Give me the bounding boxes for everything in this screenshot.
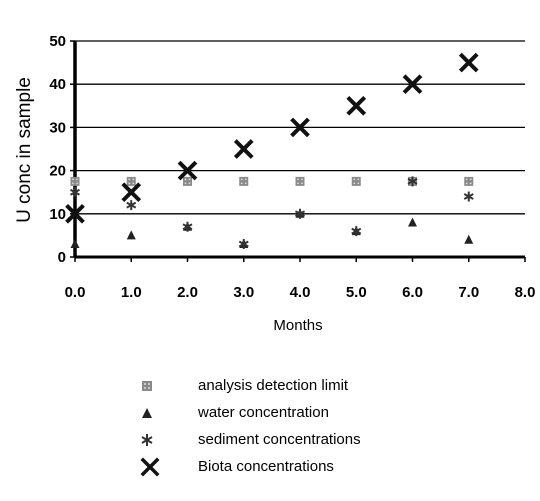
data-point [70,176,80,186]
data-point [70,187,80,198]
y-tick-label: 20 [49,163,66,180]
y-tick-label: 40 [49,76,66,93]
data-point [182,221,193,232]
data-point [407,176,418,187]
legend-item-biota: Biota concentrations [140,453,520,480]
legend-marker-x-icon [140,456,190,478]
x-axis-title: Months [273,317,322,334]
data-point [65,203,85,224]
x-tick-label: 2.0 [177,284,198,301]
data-point [351,176,361,186]
data-point [121,182,142,203]
legend-marker-asterisk-icon [140,429,190,451]
x-tick-label: 8.0 [515,284,536,301]
data-point [239,176,249,186]
x-tick-label: 7.0 [458,284,479,301]
data-point [233,139,254,159]
data-point [126,230,136,240]
data-point [408,217,417,227]
data-point [290,117,310,138]
x-tick-label: 3.0 [233,284,254,301]
legend-label: sediment concentrations [198,431,361,448]
data-point [346,95,367,116]
data-point [463,191,474,202]
data-point [464,176,474,186]
data-point [183,176,192,186]
legend-item-detection-limit: analysis detection limit [140,372,520,399]
scatter-chart: 0 10 20 30 40 50 0.0 1.0 2.0 3.0 4.0 5.0 6.0 7.0 8.0 M… [14,33,535,334]
x-tick-label: 4.0 [290,284,311,301]
data-point [458,52,479,73]
x-tick-label: 1.0 [121,284,142,301]
data-point [238,239,249,250]
legend-item-water: water concentration [140,399,520,426]
y-tick-label: 50 [49,33,66,50]
legend-label: water concentration [198,404,329,421]
legend-label: analysis detection limit [198,377,349,394]
y-tick-label: 30 [49,119,66,136]
data-point [70,239,80,249]
tick-labels: 0 10 20 30 40 50 0.0 1.0 2.0 3.0 4.0 5.0 6.0 7.0 8.0 [49,33,535,301]
data-point [177,160,198,181]
x-tick-label: 6.0 [402,284,423,301]
data-point [402,74,423,95]
data-point [126,200,137,211]
data-point [126,176,136,186]
axes [70,40,526,262]
data-point [295,176,305,186]
legend-marker-triangle-icon [140,402,190,424]
legend-label: Biota concentrations [198,458,334,475]
y-tick-label: 10 [49,206,66,223]
legend-marker-square-icon [140,375,190,397]
legend-item-sediment: sediment concentrations [140,426,520,453]
data-points [65,52,479,250]
data-point [464,234,474,244]
x-tick-label: 0.0 [65,284,86,301]
y-tick-label: 0 [58,249,66,266]
legend: analysis detection limit water concentra… [140,372,520,480]
data-point [351,226,362,237]
x-tick-label: 5.0 [346,284,367,301]
y-axis-title: U conc in sample [14,77,35,223]
data-point [295,208,305,219]
